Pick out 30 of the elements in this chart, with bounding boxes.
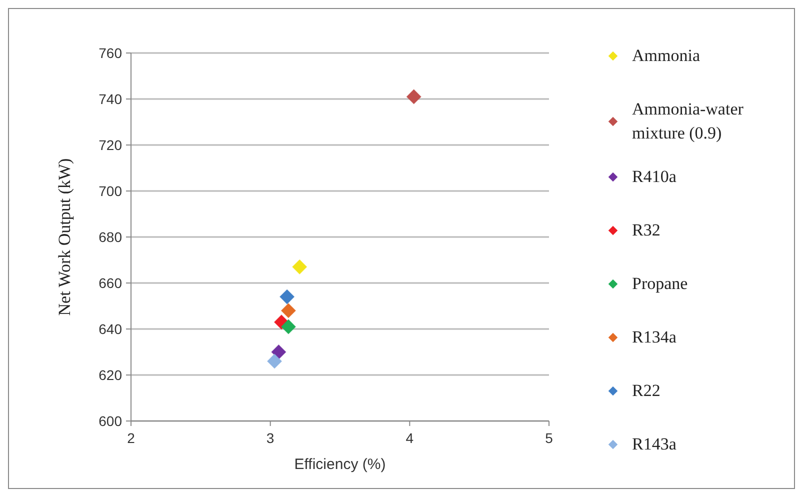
legend-label: R143a — [632, 434, 677, 454]
legend-label: R22 — [632, 381, 660, 400]
y-tick-label: 640 — [98, 321, 122, 337]
point — [406, 89, 422, 104]
legend-label: Propane — [632, 274, 688, 293]
y-tick-label: 760 — [98, 45, 122, 61]
x-tick-label: 3 — [266, 430, 274, 446]
x-tick-label: 4 — [406, 430, 414, 446]
x-axis-title: Efficiency (%) — [294, 456, 386, 473]
legend-label: R134a — [632, 328, 677, 346]
x-tick-label: 5 — [545, 430, 554, 446]
x-tick-label: 2 — [127, 430, 136, 446]
legend-label: Ammonia — [632, 46, 700, 65]
y-axis-title: Net Work Output (kW) — [55, 158, 74, 316]
y-tick-label: 620 — [98, 367, 122, 383]
point — [281, 303, 296, 318]
point — [281, 319, 296, 334]
point — [267, 354, 282, 369]
y-tick-label: 600 — [98, 413, 122, 429]
y-tick-label: 660 — [98, 275, 122, 291]
y-tick-label: 720 — [98, 137, 122, 153]
y-tick-label: 700 — [98, 183, 122, 199]
y-tick-label: 680 — [98, 229, 122, 245]
legend-label: Ammonia-water mixture (0.9) — [632, 100, 744, 142]
point — [280, 289, 294, 304]
legend-label: R32 — [632, 220, 660, 240]
point — [271, 344, 286, 360]
y-tick-label: 740 — [98, 91, 122, 107]
point — [292, 259, 308, 274]
legend-label: R410a — [632, 167, 677, 186]
